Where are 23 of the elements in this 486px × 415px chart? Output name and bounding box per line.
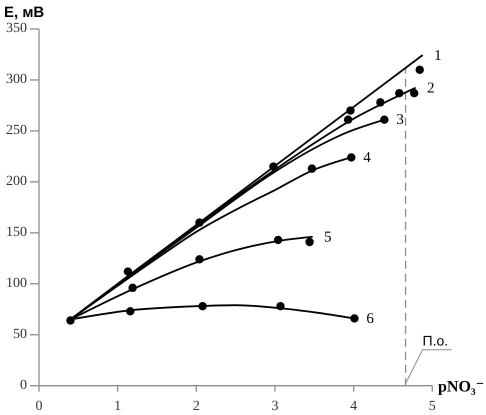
y-tick-label: 150 — [6, 225, 27, 240]
y-tick-label: 0 — [20, 378, 27, 393]
series-label: 5 — [324, 229, 332, 246]
series-label: 6 — [366, 310, 374, 327]
y-axis-title: E, мВ — [4, 4, 44, 21]
series-label: 1 — [434, 48, 442, 64]
x-tick-label: 0 — [36, 398, 42, 414]
x-tick-label: 4 — [350, 398, 358, 414]
ref-line-label: П.о. — [422, 332, 448, 349]
series-label: 3 — [396, 112, 404, 128]
y-tick-label: 300 — [6, 72, 27, 88]
y-tick-label: 100 — [6, 276, 27, 292]
y-tick-label: 250 — [6, 123, 27, 138]
y-tick-label: 200 — [6, 174, 27, 190]
x-axis-title: pNO₃⁻ — [438, 378, 484, 396]
y-tick-label: 350 — [6, 21, 27, 36]
x-tick-label: 2 — [192, 398, 200, 414]
series-label: 4 — [363, 150, 372, 166]
x-tick-label: 3 — [271, 398, 278, 414]
y-tick-label: 50 — [13, 326, 27, 342]
x-tick-label: 5 — [428, 398, 436, 414]
x-tick-label: 1 — [114, 398, 122, 414]
series-label: 2 — [426, 80, 434, 97]
